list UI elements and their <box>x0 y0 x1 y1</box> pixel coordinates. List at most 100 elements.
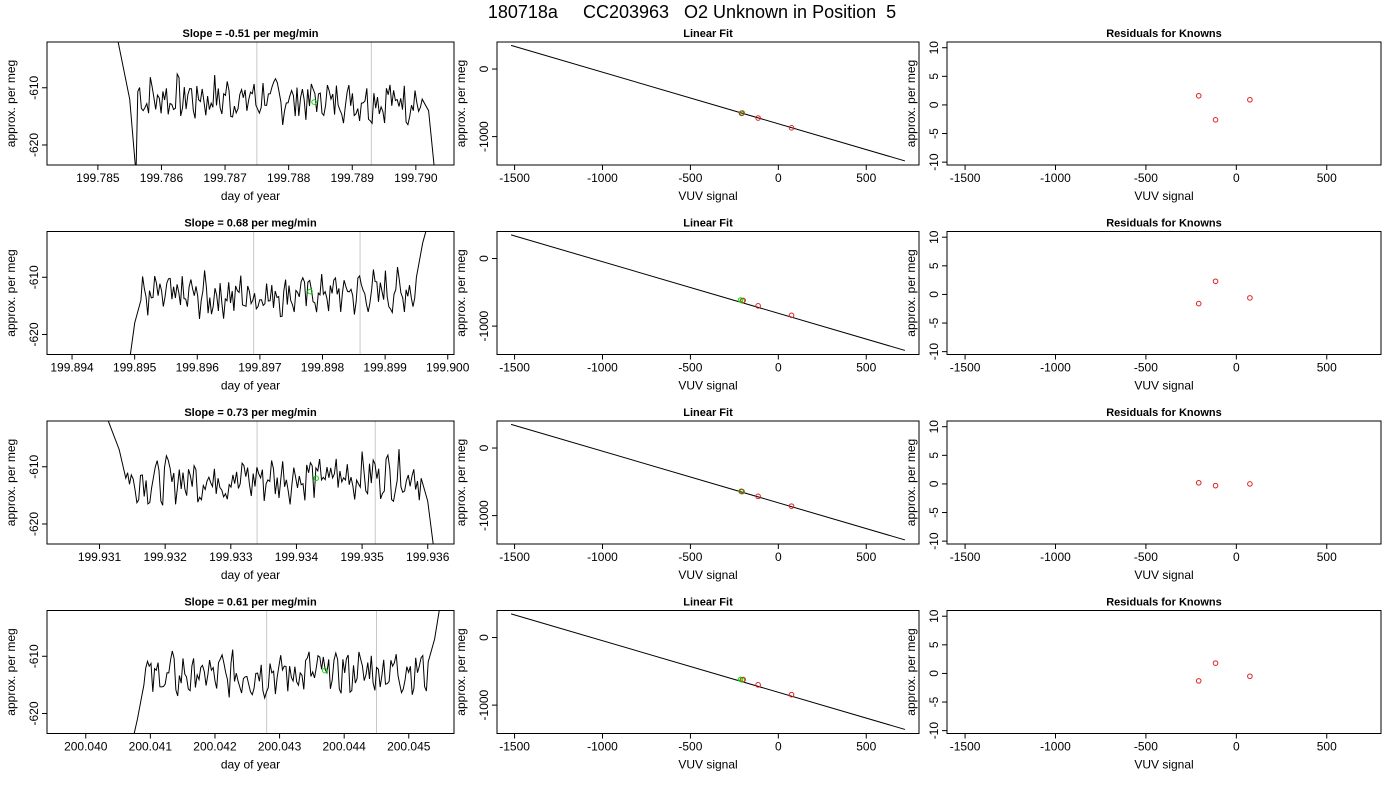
x-tick-label-fit-r3: 500 <box>856 550 876 564</box>
known-point-fit-r1 <box>755 115 761 121</box>
x-tick-label-fit-r1: 0 <box>775 171 782 185</box>
x-axis-label-resid-r3: VUV signal <box>1134 568 1193 582</box>
known-point-fit-r2 <box>740 297 746 304</box>
x-tick-label-time-r4: 200.041 <box>129 740 173 754</box>
x-tick-label-time-r2: 199.899 <box>363 361 407 375</box>
x-tick-label-resid-r4: 500 <box>1317 740 1337 754</box>
y-tick-label-resid-r2: 5 <box>927 262 941 269</box>
x-axis-label-fit-r3: VUV signal <box>678 568 737 582</box>
known-point-fit-r1 <box>788 125 795 131</box>
y-axis-label-fit-r2: approx. per meg <box>454 249 468 336</box>
x-tick-label-resid-r4: -1000 <box>1040 740 1071 754</box>
x-tick-label-resid-r2: -500 <box>1134 361 1158 375</box>
y-axis-label-time-r1: approx. per meg <box>4 60 18 147</box>
y-tick-label-resid-r2: -10 <box>927 343 941 361</box>
y-tick-label-resid-r3: 0 <box>927 480 941 487</box>
x-tick-label-time-r2: 199.897 <box>238 361 282 375</box>
x-tick-label-resid-r3: -500 <box>1134 550 1158 564</box>
known-point-fit-r3 <box>738 488 745 495</box>
plot-frame-fit-r3 <box>496 420 920 545</box>
x-tick-label-time-r2: 199.895 <box>113 361 157 375</box>
plot-marks-fit-r3 <box>510 423 906 541</box>
y-tick-label-fit-r1: 0 <box>477 65 491 72</box>
x-tick-label-time-r1: 199.789 <box>331 171 375 185</box>
panel-title-resid-r1: Residuals for Knowns <box>1106 28 1222 40</box>
panel-title-fit-r3: Linear Fit <box>683 407 733 419</box>
x-tick-label-time-r4: 200.042 <box>193 740 237 754</box>
plot-marks-time-r2 <box>129 231 427 355</box>
x-tick-label-fit-r4: 0 <box>775 740 782 754</box>
x-tick-label-time-r3: 199.936 <box>406 550 450 564</box>
plot-marks-time-r3 <box>107 421 434 544</box>
x-tick-label-resid-r1: -1500 <box>950 171 981 185</box>
unknown-point-time-r2 <box>307 288 313 295</box>
x-axis-label-time-r1: day of year <box>221 189 280 203</box>
plot-frame-fit-r2 <box>496 231 920 355</box>
x-tick-label-time-r1: 199.790 <box>394 171 438 185</box>
y-axis-label-resid-r1: approx. per meg <box>904 60 918 147</box>
x-tick-label-fit-r1: 500 <box>856 171 876 185</box>
x-axis-label-time-r4: day of year <box>221 758 280 772</box>
panel-title-resid-r4: Residuals for Knowns <box>1106 597 1222 609</box>
panel-title-fit-r2: Linear Fit <box>683 218 733 230</box>
signal-trace-time-r2 <box>129 231 427 355</box>
panel-title-time-r4: Slope = 0.61 per meg/min <box>184 597 317 609</box>
y-tick-label-resid-r1: -10 <box>927 153 941 171</box>
x-tick-label-resid-r4: -1500 <box>950 740 981 754</box>
residual-point-resid-r4 <box>1212 660 1219 666</box>
known-point-fit-r2 <box>788 312 795 319</box>
y-tick-label-time-r4: -620 <box>27 701 41 725</box>
y-tick-label-resid-r4: 10 <box>927 609 941 623</box>
y-tick-label-fit-r1: -1000 <box>477 121 491 152</box>
residual-point-resid-r4 <box>1195 678 1202 684</box>
known-point-fit-r3 <box>788 503 795 509</box>
x-tick-label-resid-r3: 0 <box>1233 550 1240 564</box>
y-tick-label-time-r2: -620 <box>27 322 41 346</box>
y-tick-label-resid-r2: 10 <box>927 230 941 244</box>
y-tick-label-resid-r2: -5 <box>927 317 941 328</box>
residual-point-resid-r1 <box>1212 117 1219 123</box>
x-tick-label-fit-r3: -500 <box>678 550 702 564</box>
x-tick-label-time-r4: 200.045 <box>387 740 431 754</box>
y-tick-label-resid-r3: 5 <box>927 452 941 459</box>
x-tick-label-time-r1: 199.788 <box>267 171 311 185</box>
signal-trace-time-r1 <box>117 42 435 165</box>
y-axis-label-fit-r4: approx. per meg <box>454 628 468 715</box>
plot-frame-resid-r4 <box>946 610 1382 734</box>
plot-marks-time-r4 <box>133 610 440 734</box>
panel-title-fit-r1: Linear Fit <box>683 28 733 40</box>
x-tick-label-fit-r4: -500 <box>678 740 702 754</box>
x-tick-label-time-r4: 200.040 <box>64 740 108 754</box>
x-tick-label-fit-r2: 500 <box>856 361 876 375</box>
y-axis-label-resid-r3: approx. per meg <box>904 439 918 526</box>
y-axis-label-fit-r3: approx. per meg <box>454 439 468 526</box>
x-tick-label-resid-r3: -1500 <box>950 550 981 564</box>
y-axis-label-resid-r2: approx. per meg <box>904 249 918 336</box>
x-tick-label-resid-r1: -1000 <box>1040 171 1071 185</box>
x-tick-label-time-r3: 199.933 <box>209 550 253 564</box>
x-tick-label-time-r1: 199.786 <box>140 171 184 185</box>
plot-marks-time-r1 <box>117 42 435 165</box>
y-axis-label-time-r4: approx. per meg <box>4 628 18 715</box>
x-tick-label-resid-r2: 0 <box>1233 361 1240 375</box>
plot-frame-resid-r1 <box>946 41 1382 166</box>
residual-point-resid-r4 <box>1247 673 1253 680</box>
y-tick-label-fit-r3: -1000 <box>477 500 491 531</box>
x-tick-label-resid-r2: -1000 <box>1040 361 1071 375</box>
residual-point-resid-r1 <box>1247 96 1253 103</box>
x-axis-label-time-r2: day of year <box>221 379 280 393</box>
known-point-fit-r4 <box>788 691 795 698</box>
residual-point-resid-r2 <box>1212 278 1219 285</box>
x-tick-label-fit-r3: -1500 <box>499 550 530 564</box>
x-tick-label-resid-r3: 500 <box>1317 550 1337 564</box>
known-point-fit-r4 <box>740 676 746 683</box>
x-tick-label-fit-r2: 0 <box>775 361 782 375</box>
x-tick-label-fit-r4: 500 <box>856 740 876 754</box>
residual-point-resid-r2 <box>1195 300 1202 307</box>
x-tick-label-time-r3: 199.934 <box>275 550 319 564</box>
signal-trace-time-r4 <box>133 610 440 734</box>
x-tick-label-fit-r1: -500 <box>678 171 702 185</box>
y-tick-label-resid-r3: 10 <box>927 420 941 434</box>
fit-line-fit-r3 <box>510 423 906 541</box>
y-tick-label-time-r1: -610 <box>27 75 41 99</box>
